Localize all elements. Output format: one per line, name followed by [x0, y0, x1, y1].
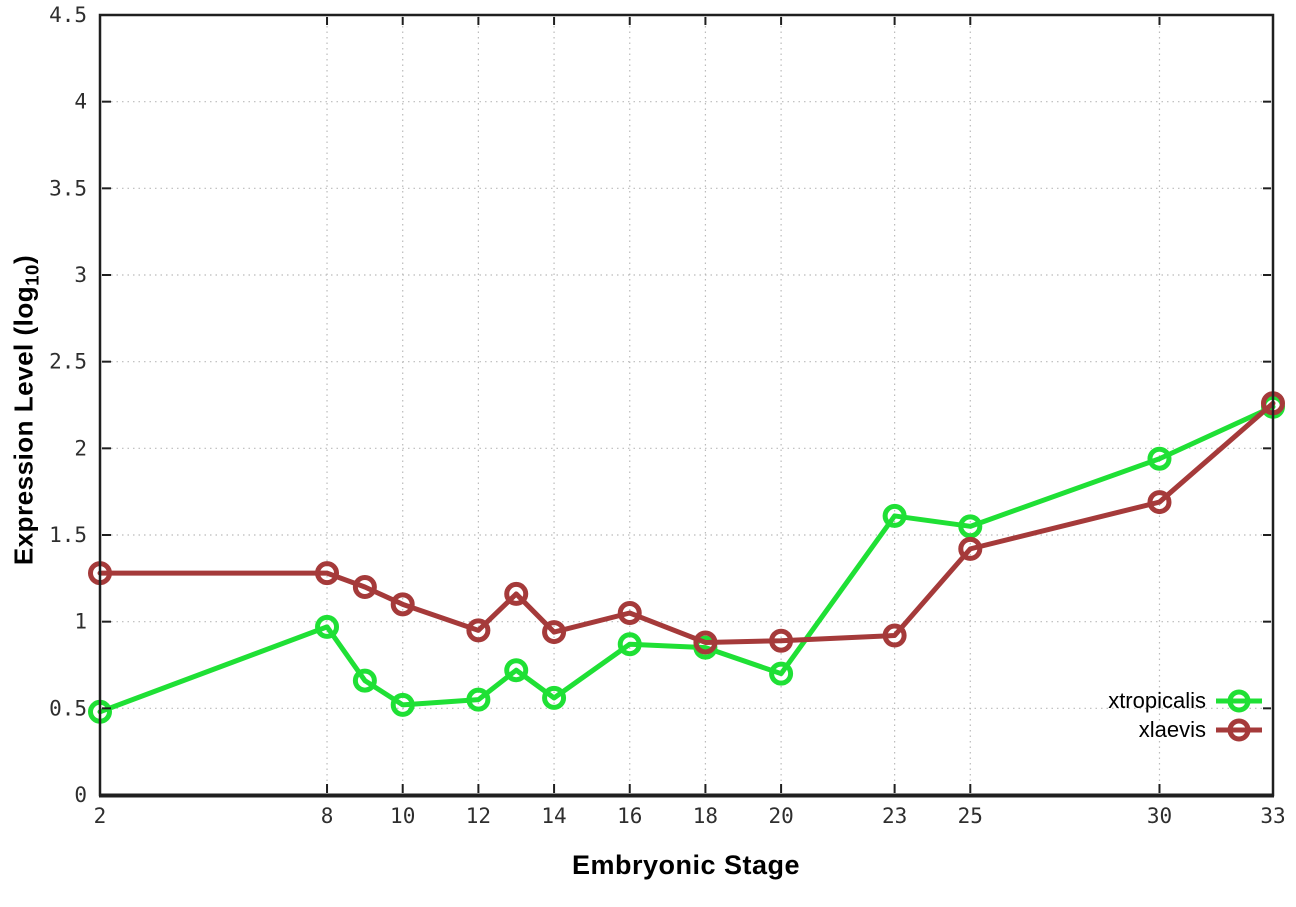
x-tick-label-2: 2	[94, 804, 107, 828]
data-point-xlaevis-stage-12	[466, 618, 491, 643]
x-tick-label-25: 25	[958, 804, 983, 828]
data-point-xtropicalis-stage-14	[542, 685, 567, 710]
x-tick-label-16: 16	[617, 804, 642, 828]
data-point-xtropicalis-stage-25	[958, 514, 983, 539]
series-layer	[88, 391, 1285, 724]
x-tick-label-18: 18	[693, 804, 718, 828]
legend: xtropicalis xlaevis	[1108, 686, 1263, 744]
data-point-xtropicalis-stage-16	[617, 632, 642, 657]
data-point-xtropicalis-stage-12	[466, 687, 491, 712]
legend-label: xlaevis	[1138, 716, 1206, 742]
data-point-xlaevis-stage-13	[504, 581, 529, 606]
y-tick-label-0: 0	[74, 783, 87, 807]
x-tick-label-23: 23	[882, 804, 907, 828]
data-point-xlaevis-stage-14	[542, 620, 567, 645]
x-tick-label-8: 8	[321, 804, 334, 828]
legend-marker-open-circle-icon	[1216, 689, 1262, 712]
x-axis-title: Embryonic Stage	[571, 850, 801, 880]
data-point-xtropicalis-stage-30	[1147, 446, 1172, 471]
data-point-xlaevis-stage-16	[617, 601, 642, 625]
data-point-xtropicalis-stage-23	[882, 503, 907, 528]
legend-label: xtropicalis	[1108, 687, 1206, 713]
y-tick-label-0.5: 0.5	[49, 696, 87, 720]
x-tick-label-33: 33	[1260, 804, 1285, 828]
y-axis-title-close: )	[8, 254, 39, 265]
y-axis-title: Expression Level (log10)	[8, 255, 43, 565]
data-point-xlaevis-stage-30	[1147, 490, 1172, 515]
plot-border	[98, 13, 1275, 797]
y-tick-label-4.5: 4.5	[49, 3, 87, 27]
y-axis-title-main: Expression Level (log	[8, 285, 39, 566]
grid-layer	[100, 15, 1273, 795]
data-point-xlaevis-stage-10	[390, 592, 415, 617]
y-tick-label-3: 3	[74, 263, 87, 287]
data-point-xtropicalis-stage-20	[769, 661, 794, 686]
x-tick-label-20: 20	[768, 804, 793, 828]
data-point-xtropicalis-stage-9	[352, 668, 377, 693]
x-tick-label-10: 10	[390, 804, 415, 828]
data-point-xlaevis-stage-25	[958, 536, 983, 561]
legend-item-xlaevis: xlaevis	[1108, 715, 1263, 744]
tick-layer	[99, 14, 1274, 796]
y-tick-label-2: 2	[74, 436, 87, 460]
y-tick-label-1.5: 1.5	[49, 523, 87, 547]
data-point-xtropicalis-stage-10	[390, 692, 415, 717]
y-tick-label-3.5: 3.5	[49, 176, 87, 200]
data-point-xtropicalis-stage-8	[315, 614, 340, 639]
border-layer	[98, 13, 1275, 798]
data-point-xlaevis-stage-8	[315, 561, 340, 586]
x-tick-label-14: 14	[541, 804, 566, 828]
series-line-xlaevis	[97, 400, 1276, 645]
data-point-xtropicalis-stage-13	[504, 658, 529, 683]
tick-label-layer: 2 8 10 12 14 16 18 20 23 25 30 33 0 0.5 1 1.5 2 2.5 3 3.5 4 4…	[49, 3, 1286, 828]
data-point-xlaevis-stage-20	[769, 628, 794, 653]
data-point-xlaevis-stage-23	[882, 623, 907, 648]
legend-marker-open-circle-icon	[1216, 718, 1262, 741]
y-tick-label-2.5: 2.5	[49, 350, 87, 374]
x-tick-label-12: 12	[466, 804, 491, 828]
data-point-xlaevis-stage-9	[352, 575, 377, 599]
y-axis-title-subscript: 10	[21, 264, 43, 286]
series-line-xtropicalis	[97, 404, 1276, 715]
legend-item-xtropicalis: xtropicalis	[1108, 686, 1263, 715]
data-point-xlaevis-stage-18	[693, 630, 718, 655]
x-tick-label-30: 30	[1147, 804, 1172, 828]
y-tick-label-1: 1	[74, 610, 87, 634]
y-tick-label-4: 4	[74, 90, 87, 114]
